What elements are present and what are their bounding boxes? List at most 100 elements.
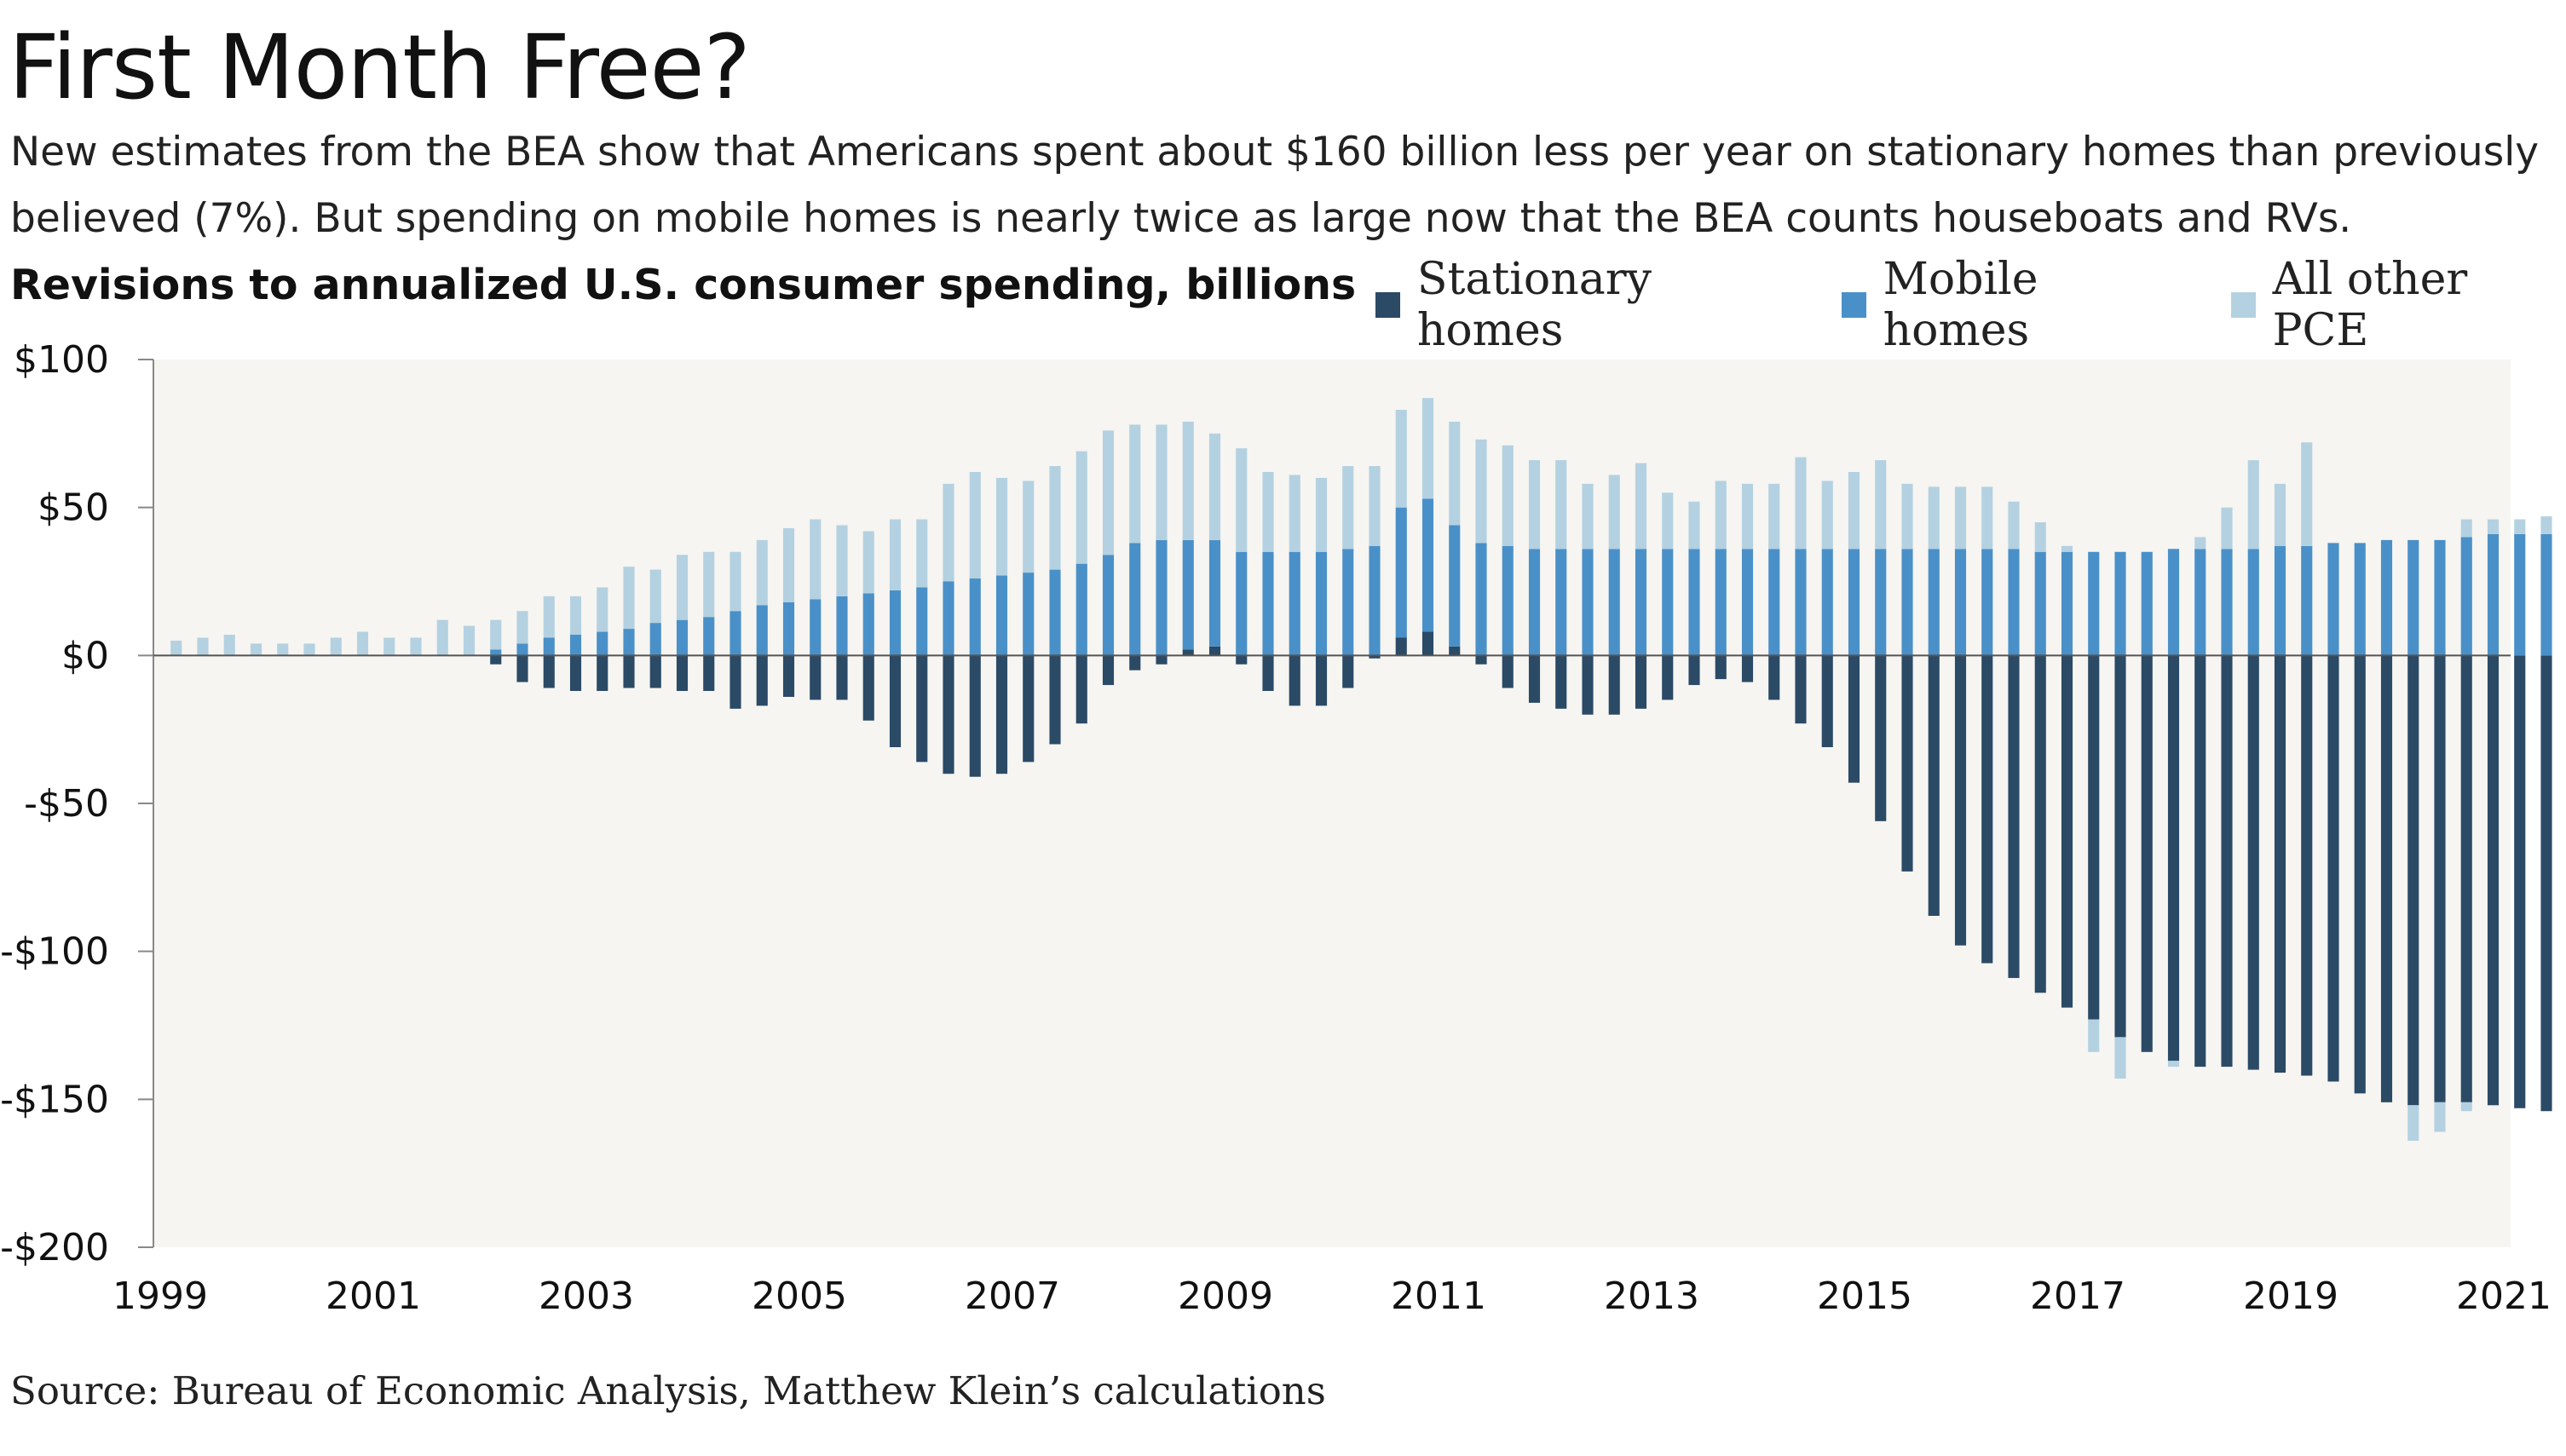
- bar-stationary: [995, 655, 1008, 774]
- bar-other: [836, 525, 848, 596]
- bar-stationary: [943, 655, 954, 774]
- bar-stationary: [1395, 637, 1407, 656]
- chart-heading: Revisions to annualized U.S. consumer sp…: [10, 261, 1357, 309]
- x-axis: 1999 2001 2003 2005 2007 2009 2011 2013 2015 2017…: [112, 1275, 2552, 1318]
- bar-stationary: [1688, 655, 1700, 686]
- bar-other: [1582, 483, 1594, 550]
- bar-other: [1901, 483, 1913, 550]
- bar-mobile: [995, 575, 1008, 656]
- bar-stationary: [729, 655, 741, 709]
- bar-stationary: [1369, 655, 1381, 659]
- bar-other: [490, 619, 502, 650]
- bar-other: [1395, 410, 1407, 508]
- legend-item-mobile: Mobile homes: [1841, 254, 2187, 356]
- bar-mobile: [2247, 549, 2259, 656]
- bar-stationary: [1075, 655, 1087, 724]
- bar-stationary: [1582, 655, 1594, 715]
- bar-stationary: [623, 655, 635, 688]
- bar-stationary: [2514, 655, 2526, 1108]
- bar-mobile: [1555, 549, 1567, 656]
- legend-swatch-other: [2230, 292, 2256, 318]
- bar-stationary: [1901, 655, 1913, 872]
- bar-mobile: [543, 637, 555, 656]
- bar-other: [676, 555, 689, 620]
- bar-other: [623, 567, 635, 630]
- bar-mobile: [889, 590, 902, 656]
- bar-other: [1342, 466, 1354, 550]
- bar-other: [1129, 424, 1141, 544]
- bar-mobile: [1981, 549, 1993, 656]
- bar-mobile: [1901, 549, 1913, 656]
- bar-mobile: [569, 635, 582, 656]
- bar-mobile: [1236, 551, 1248, 656]
- bar-stationary: [1635, 655, 1647, 709]
- bar-stationary: [490, 655, 502, 665]
- bar-stationary: [1848, 655, 1860, 783]
- bar-other: [1662, 492, 1674, 550]
- bar-other: [2407, 1105, 2419, 1141]
- bar-stationary: [1741, 655, 1754, 682]
- bar-mobile: [862, 593, 874, 656]
- plot-background: [153, 360, 2511, 1247]
- bar-mobile: [1688, 549, 1700, 656]
- bar-other: [2221, 507, 2233, 550]
- bar-other: [969, 471, 981, 579]
- bar-mobile: [1741, 549, 1754, 656]
- bar-other: [569, 596, 582, 636]
- bar-other: [1502, 445, 1514, 546]
- bar-other: [995, 477, 1008, 576]
- y-tick-label: $100: [14, 338, 109, 382]
- bar-mobile: [2487, 533, 2500, 656]
- bar-stationary: [1715, 655, 1727, 680]
- bar-mobile: [1075, 563, 1087, 656]
- bar-stationary: [1182, 649, 1194, 656]
- bar-stationary: [916, 655, 928, 763]
- bar-other: [1848, 471, 1860, 550]
- bar-mobile: [2301, 545, 2313, 656]
- bar-stationary: [2487, 655, 2500, 1106]
- bar-other: [1741, 483, 1754, 550]
- legend-item-other: All other PCE: [2230, 254, 2566, 356]
- bar-stationary: [2247, 655, 2259, 1070]
- y-tick-label: -$100: [0, 930, 109, 974]
- bar-mobile: [1208, 539, 1221, 647]
- bar-other: [1715, 481, 1727, 550]
- bar-stationary: [1208, 646, 1221, 656]
- bar-mobile: [1635, 549, 1647, 656]
- bar-stationary: [1102, 655, 1115, 686]
- bar-stationary: [1608, 655, 1620, 715]
- bar-other: [1182, 421, 1194, 540]
- y-tick-label: $0: [61, 634, 109, 677]
- bar-other: [2434, 1102, 2446, 1132]
- bar-mobile: [1715, 549, 1727, 656]
- bar-mobile: [2274, 545, 2286, 656]
- y-tick-label: -$50: [24, 782, 109, 826]
- y-tick-label: -$200: [0, 1226, 109, 1269]
- bar-other: [916, 519, 928, 588]
- bar-mobile: [1608, 549, 1620, 656]
- bar-other: [250, 643, 262, 656]
- bar-other: [2487, 519, 2500, 534]
- bar-mobile: [2167, 549, 2180, 656]
- bar-other: [2247, 460, 2259, 550]
- source-note: Source: Bureau of Economic Analysis, Mat…: [10, 1368, 1326, 1413]
- bar-mobile: [1449, 525, 1461, 647]
- bar-other: [1049, 466, 1061, 570]
- bar-other: [463, 625, 476, 656]
- bar-mobile: [2088, 551, 2100, 656]
- bar-other: [2167, 1061, 2180, 1068]
- x-tick-label: 2005: [752, 1275, 847, 1318]
- legend-swatch-mobile: [1841, 292, 1866, 318]
- bar-other: [649, 569, 661, 624]
- bar-other: [1555, 460, 1567, 550]
- bar-stationary: [2327, 655, 2339, 1082]
- bar-other: [2088, 1019, 2100, 1052]
- bar-other: [410, 637, 422, 656]
- bar-stationary: [597, 655, 608, 692]
- bar-stationary: [2167, 655, 2180, 1062]
- bar-other: [1449, 421, 1461, 526]
- bar-stationary: [2380, 655, 2393, 1102]
- bars: [170, 398, 2552, 1141]
- bar-mobile: [1875, 549, 1887, 656]
- bar-stationary: [1502, 655, 1514, 688]
